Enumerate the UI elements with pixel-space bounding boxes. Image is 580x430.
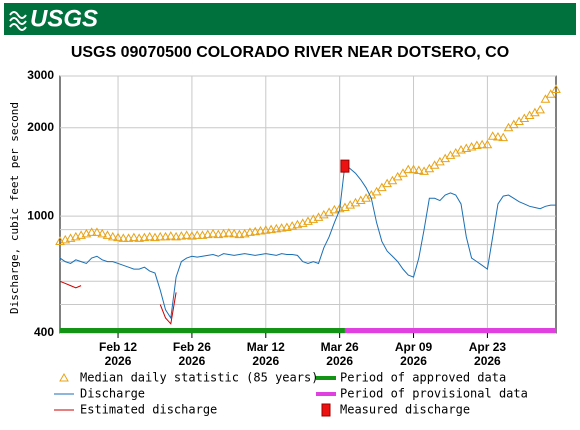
legend-label: Median daily statistic (85 years) [80, 371, 318, 385]
logo-text: USGS [30, 5, 98, 32]
marker [97, 228, 108, 238]
marker [165, 231, 176, 240]
legend-label: Measured discharge [340, 403, 470, 417]
legend-label: Period of provisional data [340, 387, 528, 401]
marker [413, 165, 424, 175]
marker [329, 204, 340, 214]
plot-frame [59, 75, 557, 334]
marker [408, 164, 419, 174]
marker [403, 164, 414, 174]
marker [223, 228, 234, 237]
series-line [59, 280, 177, 325]
marker [113, 232, 123, 242]
marker [482, 139, 493, 149]
legend-label: Period of approved data [340, 371, 506, 385]
marker [234, 229, 245, 239]
marker [213, 229, 224, 239]
marker [155, 231, 166, 241]
marker [487, 131, 498, 140]
header-bar [4, 3, 576, 35]
grid [60, 75, 556, 334]
marker [187, 231, 197, 240]
marker [150, 232, 160, 242]
marker [107, 231, 118, 241]
marker [218, 228, 229, 238]
marker [139, 232, 150, 242]
marker [551, 84, 561, 93]
marker [260, 225, 271, 234]
x-tick-label: Apr 23 2026 [468, 340, 507, 368]
marker [498, 132, 509, 142]
marker [535, 104, 546, 114]
x-tick-label: Apr 09 2026 [394, 340, 433, 368]
legend-label: Discharge [80, 387, 145, 401]
x-tick-label: Feb 26 2026 [172, 340, 211, 368]
marker [321, 403, 331, 417]
marker [59, 372, 69, 382]
y-tick-label: 400 [34, 325, 54, 339]
marker [471, 140, 482, 149]
y-axis-label: Discharge, cubic feet per second [8, 102, 21, 314]
marker [477, 139, 487, 149]
chart-title: USGS 09070500 COLORADO RIVER NEAR DOTSER… [71, 44, 509, 61]
marker [129, 232, 139, 242]
marker [176, 231, 187, 240]
marker [377, 182, 387, 192]
marker [123, 233, 134, 242]
marker [192, 230, 203, 239]
marker [250, 226, 261, 236]
marker [134, 233, 145, 242]
marker [276, 223, 287, 232]
marker [102, 230, 113, 239]
x-tick-label: Feb 12 2026 [99, 340, 138, 368]
x-tick-label: Mar 26 2026 [320, 340, 359, 368]
marker [255, 225, 266, 235]
period-bar [60, 328, 345, 333]
marker [202, 229, 213, 239]
marker [493, 131, 503, 141]
marker [92, 227, 102, 236]
y-tick-label: 3000 [27, 68, 54, 82]
marker [171, 231, 181, 241]
marker [371, 186, 382, 196]
marker [86, 227, 97, 236]
x-tick-label: Mar 12 2026 [246, 340, 285, 368]
logo-mark [9, 11, 27, 31]
legend-label: Estimated discharge [80, 403, 217, 417]
marker [334, 203, 345, 213]
marker [229, 228, 239, 238]
y-tick-label: 1000 [27, 208, 54, 222]
marker [540, 94, 551, 103]
marker [266, 224, 276, 234]
marker [160, 231, 171, 241]
marker [181, 230, 192, 239]
series-markers [340, 159, 350, 173]
marker [340, 159, 350, 173]
marker [545, 89, 556, 98]
marker [245, 227, 255, 236]
marker [197, 230, 208, 239]
marker [271, 223, 282, 233]
y-tick-label: 2000 [27, 120, 54, 134]
marker [144, 231, 155, 241]
series-markers [55, 84, 561, 245]
period-bar [344, 328, 556, 333]
marker [208, 228, 218, 238]
series-line [59, 163, 556, 320]
marker [118, 233, 129, 242]
